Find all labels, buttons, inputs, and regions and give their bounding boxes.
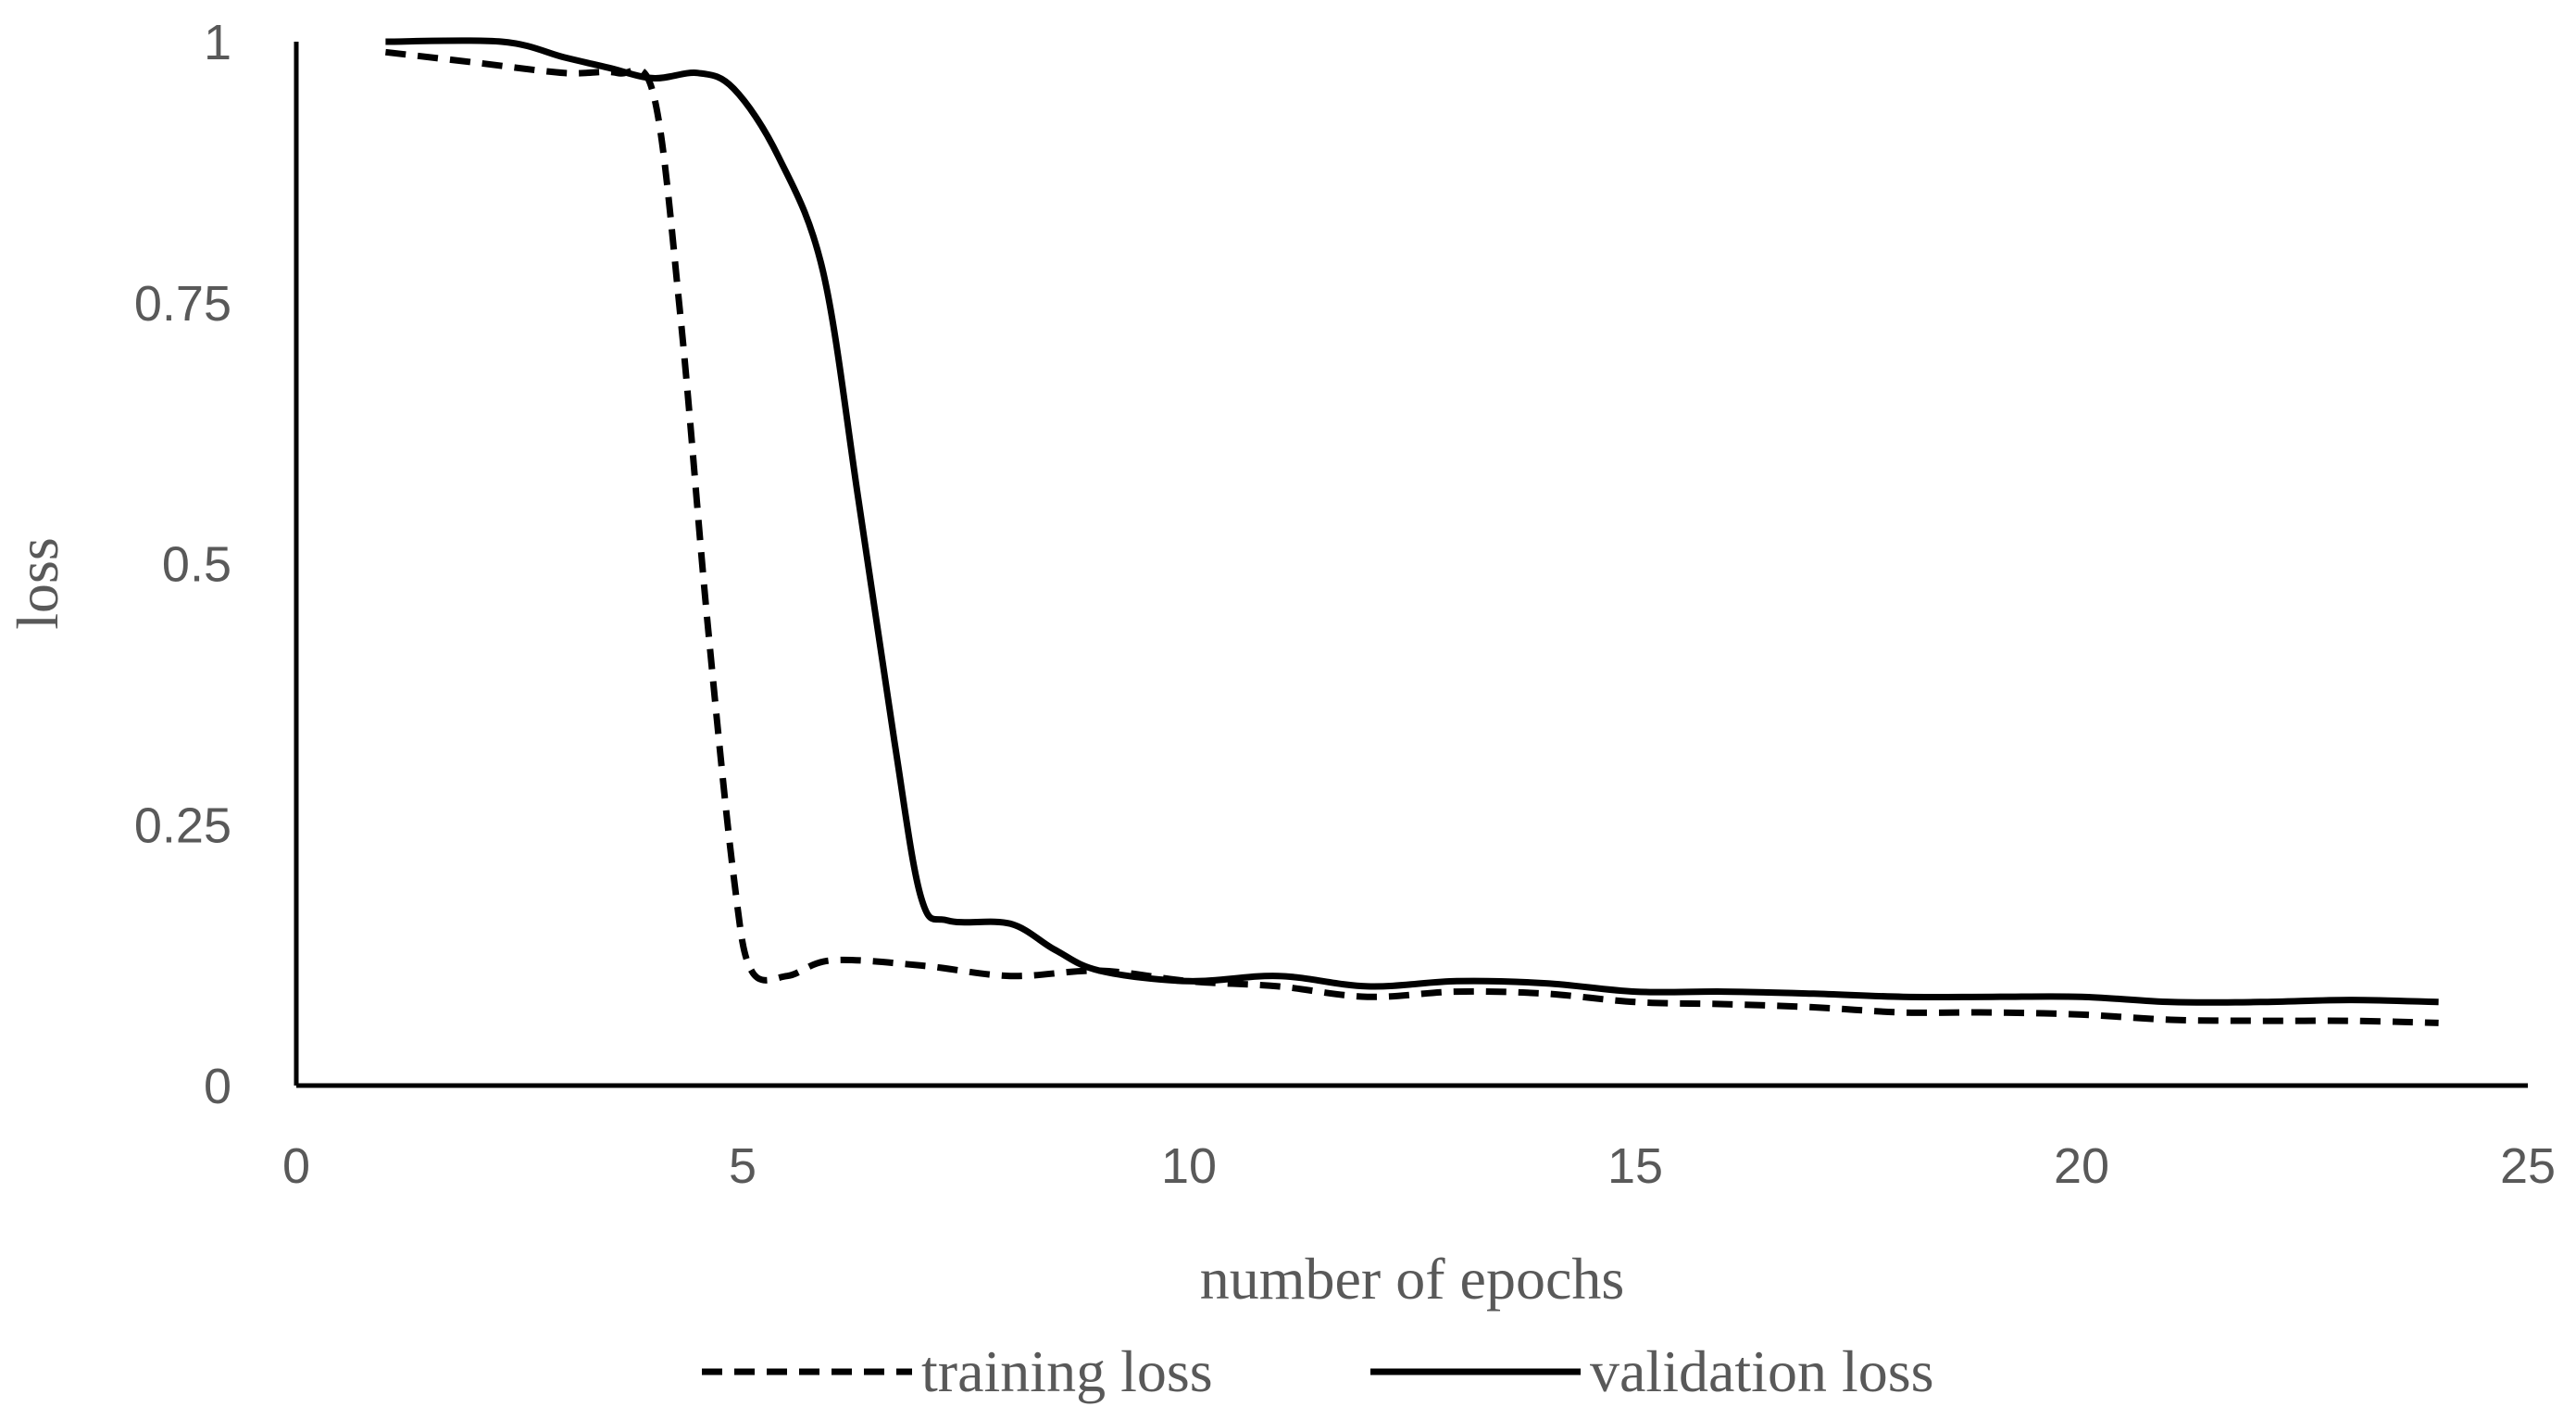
x-tick-label: 15 (1607, 1138, 1663, 1194)
y-tick-label: 1 (204, 15, 231, 70)
x-tick-label: 25 (2500, 1138, 2556, 1194)
x-tick-label: 20 (2054, 1138, 2109, 1194)
legend: training loss validation loss (702, 1338, 1934, 1404)
x-axis-ticks: 0 5 10 15 20 25 (282, 1138, 2556, 1194)
y-tick-label: 0.5 (162, 537, 231, 593)
x-axis-title: number of epochs (1200, 1246, 1625, 1312)
legend-label-validation-loss: validation loss (1590, 1338, 1934, 1404)
series-line-validation-loss (385, 37, 2439, 1006)
x-tick-label: 10 (1161, 1138, 1217, 1194)
y-tick-label: 0.25 (134, 797, 231, 853)
y-tick-label: 0 (204, 1059, 231, 1114)
y-axis-ticks: 0 0.25 0.5 0.75 1 (134, 15, 231, 1114)
x-tick-label: 0 (282, 1138, 310, 1194)
series-line-training-loss (385, 48, 2439, 1026)
legend-label-training-loss: training loss (921, 1338, 1213, 1404)
y-axis-title: loss (5, 537, 70, 630)
series-layer (385, 37, 2439, 1026)
x-tick-label: 5 (729, 1138, 757, 1194)
y-tick-label: 0.75 (134, 276, 231, 332)
